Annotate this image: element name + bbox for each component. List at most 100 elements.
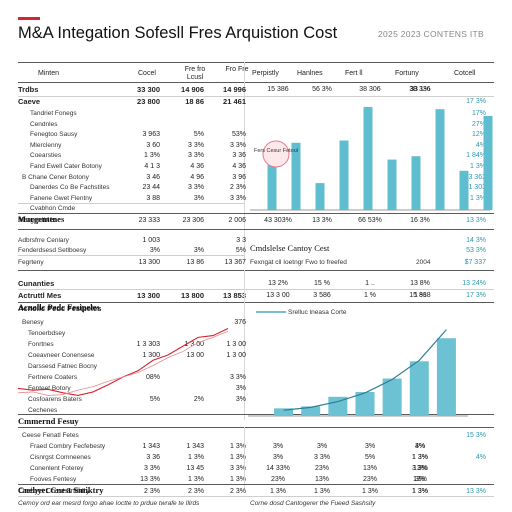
row-label: Caeve	[18, 97, 41, 106]
cell-value: 2 3%	[144, 488, 160, 495]
title-accent-bar	[18, 17, 40, 20]
cell-value: 1 300	[142, 352, 160, 359]
cell-value: 23%	[314, 465, 329, 472]
cell-value: 13 367	[224, 259, 246, 266]
chart-caption-value: 2004	[416, 259, 431, 266]
cell-value: 3 3%	[188, 184, 204, 192]
cell-value: 18 86	[185, 97, 204, 106]
cell-value: 1 003	[142, 237, 160, 244]
bar	[435, 109, 445, 210]
cell-value: 3 3%	[230, 141, 246, 149]
cell-value: 38 306	[359, 86, 381, 93]
cell-value: 1 3 00	[226, 341, 246, 348]
cell-value: 1 3%	[412, 454, 428, 461]
cell-value-total: 14 3%	[466, 237, 486, 244]
cell-value: 2 3%	[188, 488, 204, 495]
row-label: Benesy	[22, 319, 44, 326]
row-label: Adbrsfrre Cenlary	[18, 237, 69, 244]
cell-value: 3%	[149, 247, 160, 254]
cell-value: 1 3 00	[226, 352, 246, 359]
row-divider	[18, 213, 494, 214]
cell-value: 3%	[193, 247, 204, 254]
cell-value: 5%	[193, 131, 204, 139]
cell-value: 13 45	[186, 465, 204, 472]
cell-value: 4%	[414, 443, 426, 450]
column-header: Cocel	[138, 70, 156, 77]
row-label: Trdbs	[18, 85, 39, 94]
cell-value: 2 3%	[230, 184, 246, 192]
row-divider	[18, 496, 494, 497]
column-header: Minten	[38, 70, 60, 77]
row-label: Cnebyet Cnest Sntiktry	[18, 488, 90, 495]
row-divider	[18, 427, 494, 428]
cell-value: 13%	[362, 465, 377, 472]
row-label: Tenoerbdsey	[28, 330, 66, 337]
cell-value: 3%	[272, 443, 284, 450]
row-divider	[18, 229, 494, 230]
annotation-label: Fers Cesur Fetoul	[254, 148, 298, 154]
bar	[274, 408, 294, 416]
cell-value: 3%	[316, 443, 328, 450]
cell-value: 13 853	[223, 291, 246, 300]
cell-value-total: 17 3%	[466, 292, 486, 299]
cell-value: 15 386	[267, 86, 289, 93]
trend-line	[283, 329, 447, 411]
cell-value: 23%	[362, 476, 377, 483]
row-label: Fooves Fentesy	[30, 476, 77, 483]
cell-value: 5%	[149, 396, 160, 403]
cell-value: 3%	[364, 443, 376, 450]
cell-value: 1 3 303	[136, 341, 160, 348]
cell-value-total: 15 3%	[466, 432, 486, 439]
cell-value: 4 96	[190, 173, 204, 181]
cell-value: 16 3%	[410, 217, 430, 224]
cell-value: 376	[234, 319, 246, 326]
cell-value: 23%	[270, 476, 285, 483]
cell-value: 33 1%	[410, 86, 430, 93]
row-label: Cvabhon Cmde	[30, 205, 76, 212]
cell-value-total: 1 303	[468, 184, 486, 192]
cell-value: 1 3%	[412, 488, 428, 495]
cell-value: 3%	[272, 454, 284, 461]
row-label: Fanene Gwet Flentny	[30, 194, 93, 202]
cell-value: 15 %	[314, 280, 330, 287]
cell-value: 3%	[414, 476, 426, 483]
cell-value-total: 12%	[471, 131, 486, 139]
cell-value: 3 36	[232, 152, 246, 160]
cell-value: 08%	[145, 374, 160, 381]
cell-value: 14 906	[181, 85, 204, 94]
cell-value: 1 3%	[270, 488, 286, 495]
cell-value: 1 %	[413, 292, 427, 299]
cell-value: 1 3%	[230, 443, 246, 450]
cell-value: 13%	[412, 476, 427, 483]
annotation-marker	[262, 140, 290, 168]
bar	[411, 156, 421, 210]
cell-value-total: 3 363	[468, 173, 486, 181]
cell-value: 3 96	[232, 173, 246, 181]
bar	[382, 378, 402, 416]
cell-value: 13 00	[186, 352, 204, 359]
section-label: Margenttnes	[18, 214, 65, 224]
cell-value: 1 ..	[365, 280, 375, 287]
cell-value: 3 963	[142, 131, 160, 139]
cell-value: 56 3%	[312, 86, 332, 93]
cell-value: 1 343	[186, 443, 204, 450]
cell-value: 13 3%	[312, 217, 332, 224]
cell-value: 21 461	[223, 97, 246, 106]
row-label: Fegrteny	[18, 259, 44, 266]
cell-value: 5%	[364, 454, 376, 461]
bar	[355, 392, 375, 416]
cell-value: 2 3%	[230, 488, 246, 495]
row-divider	[18, 62, 494, 63]
row-divider	[18, 96, 494, 97]
cell-value-total: 4%	[475, 454, 486, 461]
cell-value: 3 3	[236, 237, 246, 244]
cell-value: 38 336	[409, 86, 431, 93]
cell-value: 3%	[193, 194, 204, 202]
cell-value: 53%	[231, 131, 246, 139]
cell-value-total: 13 3%	[466, 488, 486, 495]
column-header: Perpistly	[252, 70, 279, 77]
cell-value-total: 1 84%	[466, 152, 486, 160]
cell-value: 13%	[412, 465, 427, 472]
bar	[409, 361, 429, 416]
bar	[483, 115, 493, 210]
